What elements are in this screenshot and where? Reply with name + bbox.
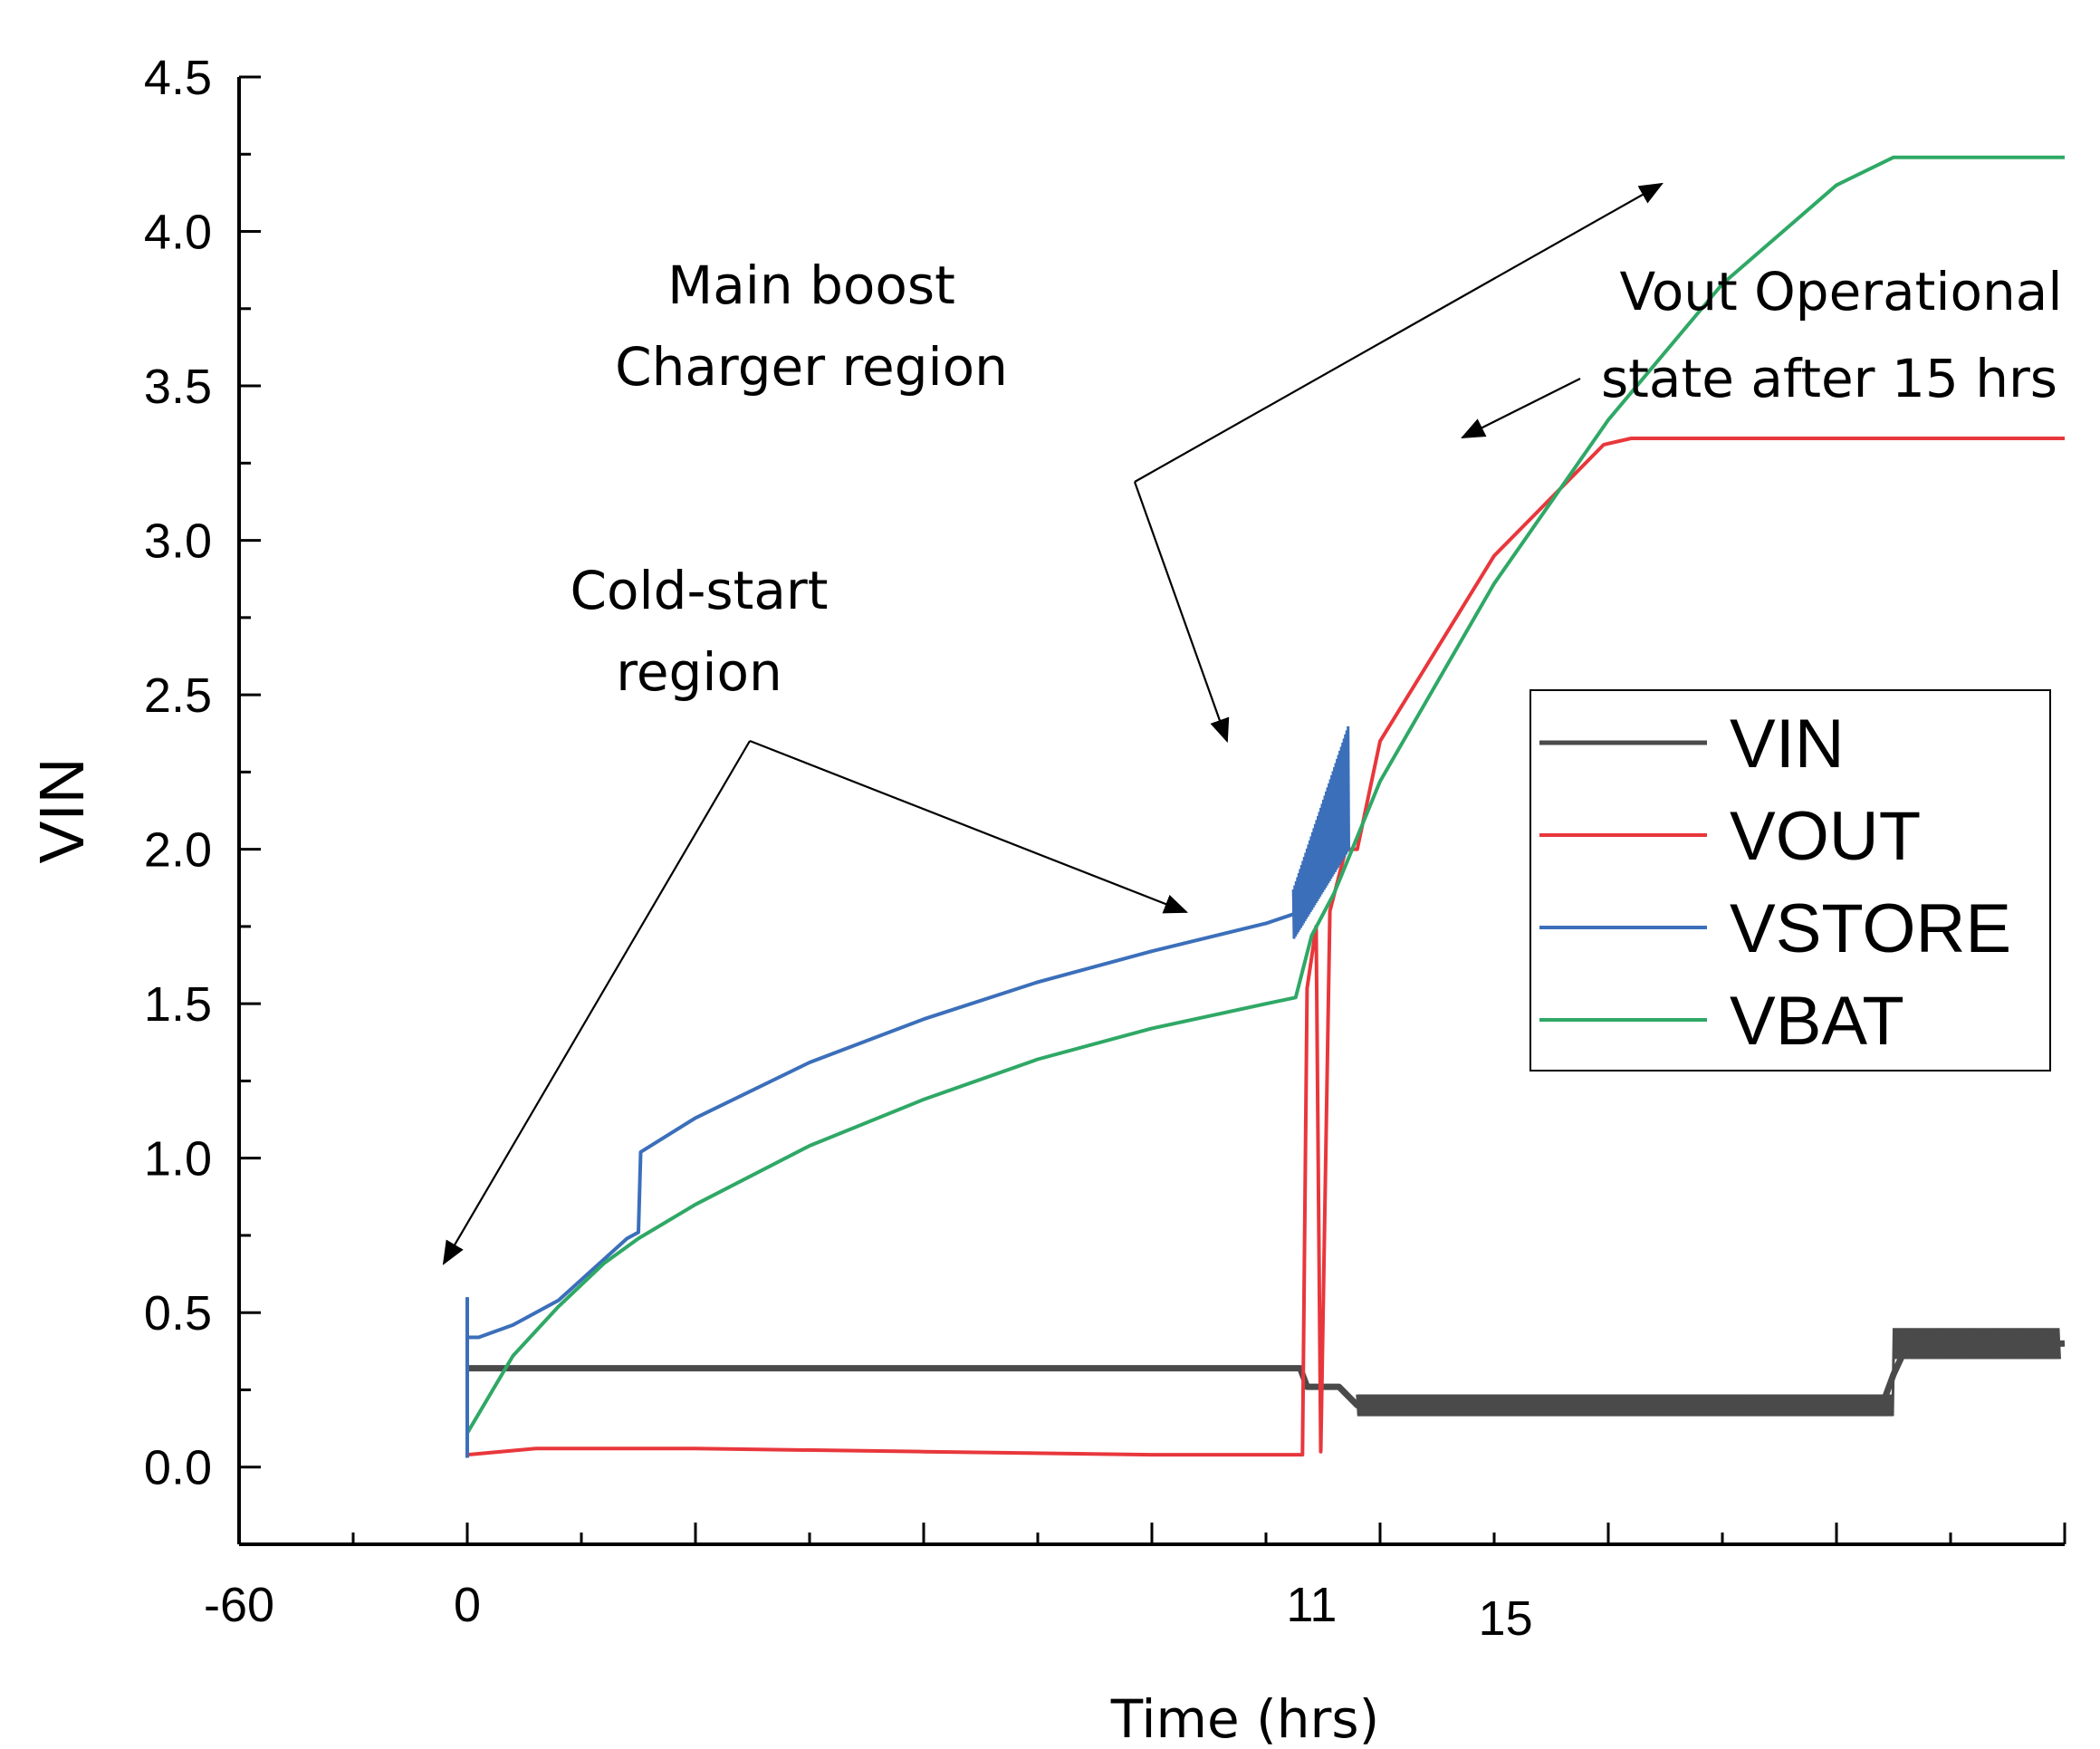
arrow-cold-start-right (749, 739, 1189, 914)
legend-label-vin: VIN (1730, 706, 1845, 783)
arrow-cold-start-left (442, 740, 751, 1265)
x-tick-label: 15 (1479, 1591, 1533, 1646)
y-tick-label: 2.5 (144, 668, 212, 723)
y-axis-title: VIN (26, 758, 97, 864)
legend-label-vbat: VBAT (1730, 983, 1904, 1060)
series-vstore (467, 787, 1350, 1340)
annotations: Main boost Charger region Vout Operational… (442, 182, 2063, 1265)
axes: 0.0 0.5 1.0 1.5 2.0 2.5 3.0 3.5 4.0 4.5 -60 0 11 15 Ti… (26, 51, 2066, 1749)
y-tick-label: 0.5 (144, 1286, 212, 1341)
series-vstore-noise (1291, 726, 1350, 939)
arrow-main-boost-down (1133, 481, 1230, 744)
annotation-text: state after 15 hrs (1601, 348, 2057, 409)
series-vin (467, 1340, 2066, 1408)
legend-label-vstore: VSTORE (1730, 890, 2011, 967)
y-tick-label: 4.0 (144, 206, 212, 260)
y-tick-label: 4.5 (144, 51, 212, 105)
annotation-text: Cold-start (571, 560, 829, 621)
x-axis-title: Time (hrs) (1110, 1688, 1379, 1749)
annotation-text: Main boost (667, 255, 955, 316)
legend-box (1529, 689, 2051, 1072)
series-layer (465, 155, 2066, 1458)
x-tick-label: 11 (1286, 1578, 1337, 1632)
legend-label-vout: VOUT (1730, 798, 1921, 875)
series-vin-noise (1356, 1328, 2061, 1417)
legend: VIN VOUT VSTORE VBAT (1529, 689, 2051, 1072)
y-tick-label: 1.5 (144, 977, 212, 1032)
annotation-text: region (616, 641, 782, 703)
x-tick-label: -60 (204, 1578, 274, 1632)
x-tick-label: 0 (454, 1578, 481, 1632)
series-vbat (465, 155, 2065, 1435)
annotation-text: Vout Operational (1620, 261, 2063, 322)
arrow-vout-operational (1461, 378, 1581, 438)
y-tick-label: 2.0 (144, 823, 212, 878)
y-tick-label: 3.5 (144, 360, 212, 414)
y-tick-label: 1.0 (144, 1132, 212, 1187)
y-tick-label: 0.0 (144, 1441, 212, 1495)
y-tick-label: 3.0 (144, 514, 212, 569)
annotation-text: Charger region (615, 336, 1008, 398)
series-vout (466, 437, 2065, 1457)
arrow-main-boost-up (1134, 182, 1664, 483)
